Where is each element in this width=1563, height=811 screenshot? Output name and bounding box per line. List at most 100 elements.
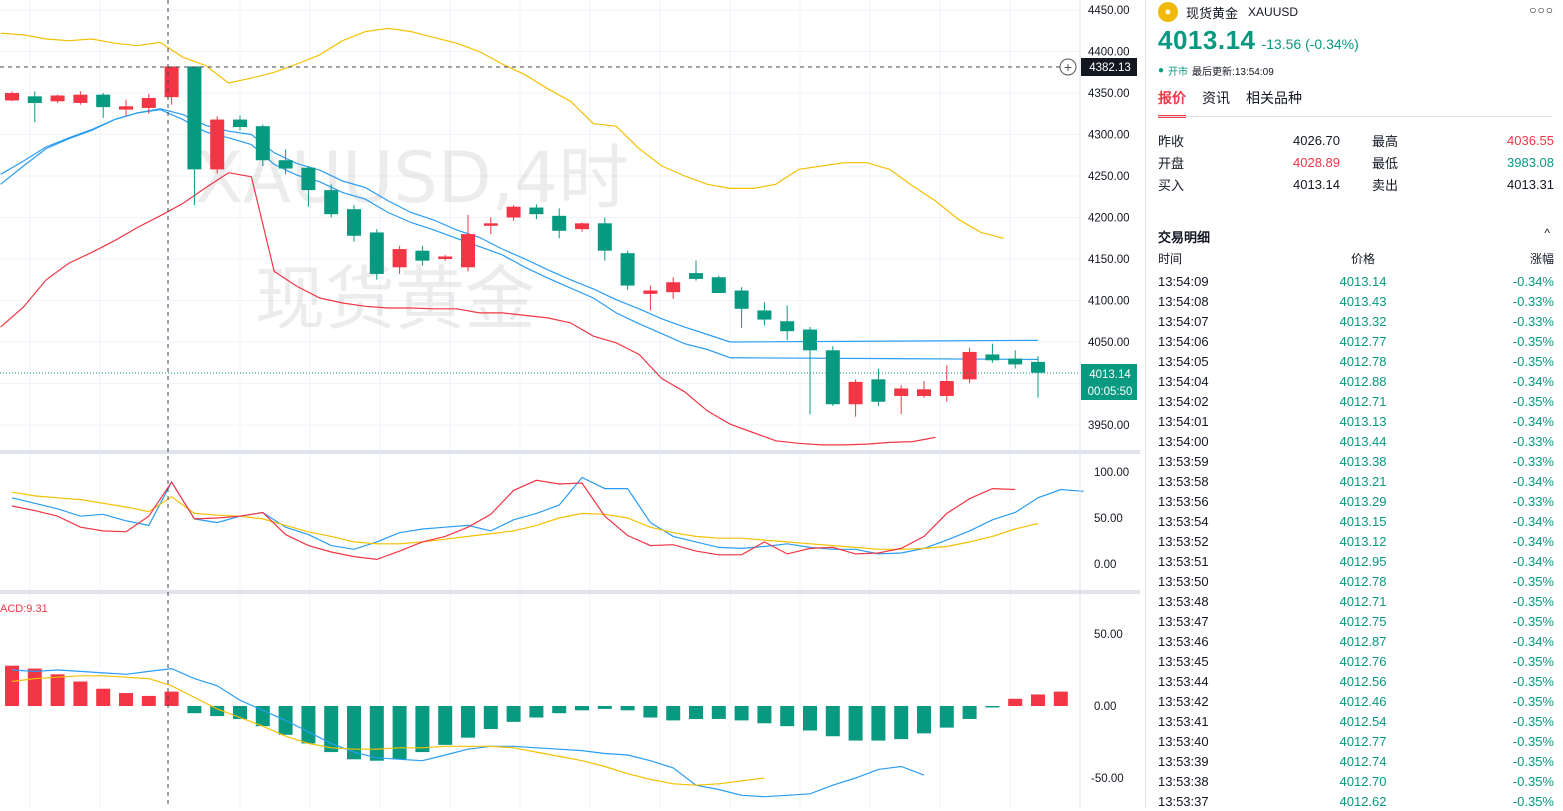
candle-body xyxy=(96,94,111,108)
macd-histogram-bar xyxy=(803,706,817,731)
trade-row: 13:53:42 4012.46 -0.35% xyxy=(1158,691,1554,711)
chevron-up-icon[interactable]: ^ xyxy=(1544,226,1550,240)
macd-histogram-bar xyxy=(50,674,65,706)
bid-value: 4013.14 xyxy=(1293,176,1340,192)
trade-row: 13:54:07 4013.32 -0.33% xyxy=(1158,311,1554,331)
market-open-label: 开市 xyxy=(1168,67,1189,78)
trade-row: 13:53:50 4012.78 -0.35% xyxy=(1158,571,1554,591)
candle-body xyxy=(461,234,475,268)
oscillator-axis-label: 0.00 xyxy=(1094,559,1116,571)
pane-separator[interactable] xyxy=(0,590,1140,594)
trade-row: 13:53:45 4012.76 -0.35% xyxy=(1158,651,1554,671)
tab-news[interactable]: 资讯 xyxy=(1202,90,1230,106)
candle-body xyxy=(780,321,795,332)
macd-axis-label: 0.00 xyxy=(1094,701,1116,713)
candle-body xyxy=(757,310,772,320)
macd-histogram-bar xyxy=(73,681,88,706)
macd-histogram-bar xyxy=(369,706,384,761)
trade-time: 13:53:39 xyxy=(1158,753,1209,769)
lower-band-line xyxy=(0,172,936,446)
macd-histogram-bar xyxy=(210,706,225,717)
trade-price: 4013.14 xyxy=(1339,273,1387,289)
trade-change: -0.33% xyxy=(1512,493,1554,509)
trade-row: 13:54:09 4013.14 -0.34% xyxy=(1158,271,1554,291)
trade-price: 4013.15 xyxy=(1339,513,1387,529)
macd-axis-label: -50.00 xyxy=(1091,773,1124,785)
trade-change: -0.34% xyxy=(1512,273,1554,289)
market-status: ● 开市 最后更新:13:54:09 xyxy=(1158,63,1274,78)
trade-price: 4012.75 xyxy=(1339,613,1387,629)
macd-histogram-bar xyxy=(96,688,111,706)
trade-change: -0.35% xyxy=(1512,333,1554,349)
open-value: 4028.89 xyxy=(1293,154,1340,170)
plus-icon[interactable]: + xyxy=(1064,59,1072,75)
trade-row: 13:53:52 4013.12 -0.34% xyxy=(1158,531,1554,551)
candle-body xyxy=(164,66,179,98)
macd-histogram-bar xyxy=(597,706,612,709)
trade-row: 13:53:58 4013.21 -0.34% xyxy=(1158,471,1554,491)
trade-time: 13:54:06 xyxy=(1158,333,1209,349)
macd-histogram-bar xyxy=(1053,691,1068,706)
macd-histogram-bar xyxy=(848,706,863,741)
trade-row: 13:53:44 4012.56 -0.35% xyxy=(1158,671,1554,691)
candle-body xyxy=(734,290,749,309)
bollinger-bands xyxy=(0,27,1004,446)
macd-histogram-bar xyxy=(324,706,339,753)
trades-list[interactable]: 13:54:09 4013.14 -0.34% 13:54:08 4013.43 -0.3… xyxy=(1158,271,1554,811)
candle-body xyxy=(962,351,977,380)
candle-body xyxy=(666,282,681,293)
trade-time: 13:53:51 xyxy=(1158,553,1209,569)
price-row: 4013.14 -13.56 (-0.34%) xyxy=(1158,25,1359,56)
prev-close-label: 昨收 xyxy=(1158,133,1185,149)
macd-histogram-bar xyxy=(825,706,840,737)
price-axis-label: 3950.00 xyxy=(1088,420,1130,432)
candle-body xyxy=(711,277,726,294)
trade-price: 4012.62 xyxy=(1339,793,1387,809)
candle-body xyxy=(438,256,453,259)
trade-row: 13:54:05 4012.78 -0.35% xyxy=(1158,351,1554,371)
add-alert-icon[interactable] xyxy=(1059,58,1077,76)
candle-body xyxy=(894,388,909,396)
price-axis-label: 4300.00 xyxy=(1088,130,1130,142)
candle-body xyxy=(575,223,589,230)
trade-time: 13:53:47 xyxy=(1158,613,1209,629)
macd-histogram-bar xyxy=(415,706,430,753)
trade-change: -0.35% xyxy=(1512,673,1554,689)
candle-body xyxy=(985,354,1000,361)
trade-time: 13:53:56 xyxy=(1158,493,1209,509)
price-axis-label: 4450.00 xyxy=(1088,5,1130,17)
ask-label: 卖出 xyxy=(1372,177,1399,193)
macd-histogram-bar xyxy=(575,706,589,711)
trade-time: 13:54:01 xyxy=(1158,413,1209,429)
candle-body xyxy=(27,96,42,103)
trade-time: 13:53:40 xyxy=(1158,733,1209,749)
quote-table: 昨收 4026.70 最高 4036.55 开盘 4028.89 最低 3983… xyxy=(1158,129,1554,195)
trade-row: 13:53:48 4012.71 -0.35% xyxy=(1158,591,1554,611)
macd-histogram-bar xyxy=(141,695,156,706)
macd-histogram-bar xyxy=(5,665,19,706)
prev-close-value: 4026.70 xyxy=(1293,132,1340,148)
pane-separator[interactable] xyxy=(0,450,1140,454)
price-chart[interactable]: XAUUSD,4时 现货黄金 4450.004400.004350.004300… xyxy=(0,0,1145,808)
low-label: 最低 xyxy=(1372,155,1399,171)
trade-time: 13:54:02 xyxy=(1158,393,1209,409)
macd-histogram-bar xyxy=(894,706,909,740)
trade-time: 13:53:38 xyxy=(1158,773,1209,789)
ma-slow-line xyxy=(730,339,1039,343)
trade-change: -0.35% xyxy=(1512,793,1554,809)
oscillator-axis-label: 50.00 xyxy=(1094,513,1123,525)
symbol-name: 现货黄金 xyxy=(1186,5,1239,21)
trade-time: 13:53:41 xyxy=(1158,713,1209,729)
trade-price: 4013.13 xyxy=(1339,413,1387,429)
tab-related[interactable]: 相关品种 xyxy=(1246,90,1302,106)
macd-histogram-bar xyxy=(552,706,567,714)
tab-quote[interactable]: 报价 xyxy=(1158,88,1186,118)
trade-price: 4012.74 xyxy=(1339,753,1387,769)
symbol-detail-panel: ● 现货黄金 XAUUSD ○○○ 4013.14 -13.56 (-0.34%… xyxy=(1145,0,1563,811)
trade-change: -0.35% xyxy=(1512,773,1554,789)
macd-histogram-bar xyxy=(438,706,453,745)
trade-price: 4012.87 xyxy=(1339,633,1387,649)
symbol-header[interactable]: ● 现货黄金 XAUUSD xyxy=(1158,2,1298,22)
trade-change: -0.34% xyxy=(1512,513,1554,529)
more-icon[interactable]: ○○○ xyxy=(1529,3,1554,17)
